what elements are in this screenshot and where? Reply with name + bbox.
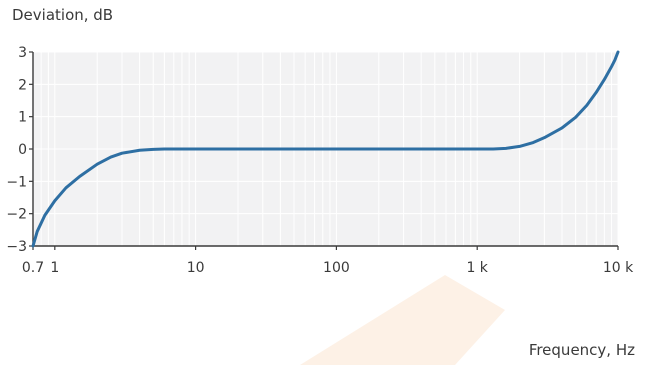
y-axis-label: Deviation, dB — [12, 6, 114, 24]
y-tick-label: −3 — [6, 239, 27, 255]
x-axis-label: Frequency, Hz — [528, 341, 635, 359]
series-line — [31, 50, 620, 248]
x-tick-label: 0.7 — [22, 260, 44, 276]
x-tick-label: 10 k — [603, 260, 634, 276]
watermark-shape — [300, 275, 505, 365]
y-tick-label: −1 — [6, 174, 27, 190]
x-tick-label: 1 — [50, 260, 59, 276]
x-tick-label: 10 — [187, 260, 205, 276]
y-tick-label: 0 — [18, 142, 27, 158]
x-tick-label: 100 — [323, 260, 350, 276]
y-tick-label: −2 — [6, 207, 27, 223]
y-tick-label: 2 — [18, 77, 27, 93]
y-tick-label: 3 — [18, 45, 27, 61]
y-tick-label: 1 — [18, 110, 27, 126]
x-tick-label: 1 k — [466, 260, 488, 276]
